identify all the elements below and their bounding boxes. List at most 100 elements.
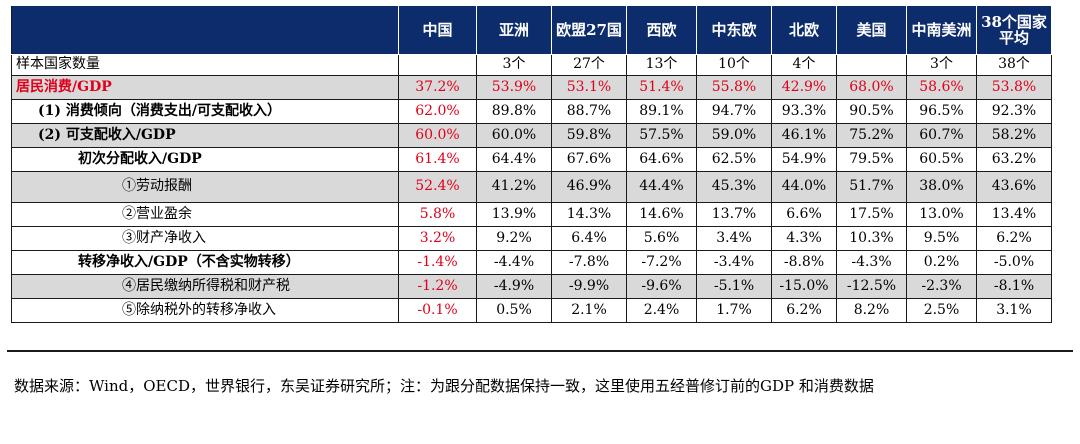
value-cell: 62.5% <box>696 147 772 172</box>
value-cell: 54.9% <box>771 147 837 172</box>
row-label: ④居民缴纳所得税和财产税 <box>11 274 399 299</box>
value-cell: 5.6% <box>626 226 697 251</box>
column-header: 欧盟27国 <box>551 6 627 55</box>
value-cell: 88.7% <box>551 99 627 124</box>
value-cell: 6.6% <box>771 202 837 227</box>
value-cell: 46.1% <box>771 123 837 148</box>
table-row: (2) 可支配收入/GDP 60.0% 60.0% 59.8% 57.5% 59.0% 46… <box>11 123 1052 148</box>
value-cell: 41.2% <box>476 171 552 203</box>
value-cell: 90.5% <box>836 99 907 124</box>
value-cell: -0.1% <box>398 298 477 323</box>
value-cell: 4.3% <box>771 226 837 251</box>
value-cell: -4.9% <box>476 274 552 299</box>
value-cell: 58.6% <box>906 75 977 100</box>
value-cell: 59.8% <box>551 123 627 148</box>
value-cell: 51.7% <box>836 171 907 203</box>
value-cell: 53.9% <box>476 75 552 100</box>
value-cell: 1.7% <box>696 298 772 323</box>
value-cell: 37.2% <box>398 75 477 100</box>
value-cell: -4.3% <box>836 250 907 275</box>
value-cell: -7.8% <box>551 250 627 275</box>
value-cell: 64.4% <box>476 147 552 172</box>
value-cell: 0.5% <box>476 298 552 323</box>
value-cell: 59.0% <box>696 123 772 148</box>
value-cell: -15.0% <box>771 274 837 299</box>
value-cell: 9.2% <box>476 226 552 251</box>
row-label: ⑤除纳税外的转移净收入 <box>11 298 399 323</box>
table-row: ①劳动报酬 52.4% 41.2% 46.9% 44.4% 45.3% 44.0% 51.7%… <box>11 171 1052 203</box>
value-cell: 43.6% <box>976 171 1052 203</box>
footnote: 数据来源：Wind，OECD，世界银行，东吴证券研究所；注：为跟分配数据保持一致… <box>14 377 874 395</box>
value-cell: -7.2% <box>626 250 697 275</box>
value-cell: 58.2% <box>976 123 1052 148</box>
value-cell: -5.0% <box>976 250 1052 275</box>
data-table: 中国 亚洲 欧盟27国 西欧 中东欧 北欧 美国 中南美洲 38个国家平均 样本国家数量 3个 27… <box>11 6 1052 323</box>
column-header: 亚洲 <box>476 6 552 55</box>
value-cell: 94.7% <box>696 99 772 124</box>
value-cell: 55.8% <box>696 75 772 100</box>
value-cell: 13个 <box>626 54 697 76</box>
value-cell: 92.3% <box>976 99 1052 124</box>
value-cell: 3个 <box>906 54 977 76</box>
value-cell: 60.0% <box>476 123 552 148</box>
table-row: (1) 消费倾向（消费支出/可支配收入） 62.0% 89.8% 88.7% 89.1%… <box>11 99 1052 124</box>
value-cell: 6.2% <box>771 298 837 323</box>
value-cell: 3个 <box>476 54 552 76</box>
column-header: 38个国家平均 <box>976 6 1052 55</box>
row-label: 居民消费/GDP <box>11 75 399 100</box>
row-label: 转移净收入/GDP（不含实物转移） <box>11 250 399 275</box>
column-header: 西欧 <box>626 6 697 55</box>
value-cell: 14.3% <box>551 202 627 227</box>
value-cell: -9.6% <box>626 274 697 299</box>
value-cell <box>836 54 907 76</box>
value-cell: -4.4% <box>476 250 552 275</box>
value-cell: -2.3% <box>906 274 977 299</box>
value-cell: 10个 <box>696 54 772 76</box>
value-cell: 2.1% <box>551 298 627 323</box>
value-cell: 57.5% <box>626 123 697 148</box>
value-cell <box>398 54 477 76</box>
table-row: 居民消费/GDP 37.2% 53.9% 53.1% 51.4% 55.8% 42.9% 68… <box>11 75 1052 100</box>
value-cell: 13.9% <box>476 202 552 227</box>
value-cell: -8.1% <box>976 274 1052 299</box>
table-row: ③财产净收入 3.2% 9.2% 6.4% 5.6% 3.4% 4.3% 10.3% 9.5% 6… <box>11 226 1052 251</box>
value-cell: 13.4% <box>976 202 1052 227</box>
table-row: 样本国家数量 3个 27个 13个 10个 4个 3个 38个 <box>11 54 1052 76</box>
table-row: 初次分配收入/GDP 61.4% 64.4% 67.6% 64.6% 62.5% 54.9%… <box>11 147 1052 172</box>
value-cell: 46.9% <box>551 171 627 203</box>
value-cell: 93.3% <box>771 99 837 124</box>
row-label: ③财产净收入 <box>11 226 399 251</box>
value-cell: 6.2% <box>976 226 1052 251</box>
value-cell: 96.5% <box>906 99 977 124</box>
value-cell: 27个 <box>551 54 627 76</box>
value-cell: 0.2% <box>906 250 977 275</box>
value-cell: 51.4% <box>626 75 697 100</box>
value-cell: 3.2% <box>398 226 477 251</box>
value-cell: 2.5% <box>906 298 977 323</box>
value-cell: -3.4% <box>696 250 772 275</box>
value-cell: 13.0% <box>906 202 977 227</box>
value-cell: -5.1% <box>696 274 772 299</box>
value-cell: 60.5% <box>906 147 977 172</box>
value-cell: 38个 <box>976 54 1052 76</box>
value-cell: 53.1% <box>551 75 627 100</box>
value-cell: 2.4% <box>626 298 697 323</box>
value-cell: 9.5% <box>906 226 977 251</box>
value-cell: 61.4% <box>398 147 477 172</box>
value-cell: 10.3% <box>836 226 907 251</box>
value-cell: 75.2% <box>836 123 907 148</box>
value-cell: 62.0% <box>398 99 477 124</box>
row-label: (1) 消费倾向（消费支出/可支配收入） <box>11 99 399 124</box>
value-cell: -9.9% <box>551 274 627 299</box>
row-label: 样本国家数量 <box>11 54 399 76</box>
value-cell: 14.6% <box>626 202 697 227</box>
value-cell: 89.1% <box>626 99 697 124</box>
value-cell: 4个 <box>771 54 837 76</box>
value-cell: 5.8% <box>398 202 477 227</box>
column-header: 北欧 <box>771 6 837 55</box>
value-cell: 63.2% <box>976 147 1052 172</box>
value-cell: 60.0% <box>398 123 477 148</box>
value-cell: 38.0% <box>906 171 977 203</box>
table-row: ⑤除纳税外的转移净收入 -0.1% 0.5% 2.1% 2.4% 1.7% 6.2% 8.2%… <box>11 298 1052 323</box>
value-cell: 67.6% <box>551 147 627 172</box>
